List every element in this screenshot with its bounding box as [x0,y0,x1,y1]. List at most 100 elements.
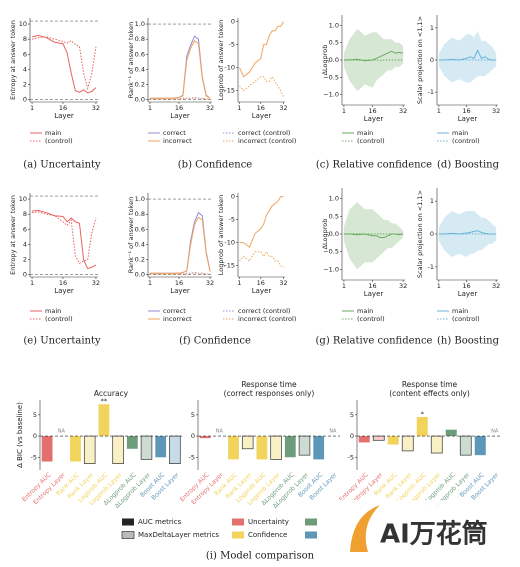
bar [298,435,311,456]
bar [313,436,325,460]
y-tick-label: 0 [191,432,195,440]
x-tick-label: 1 [30,279,34,287]
caption: (e) Uncertainty [23,336,101,347]
legend-swatch [232,518,244,526]
y-tick-label: 0.5 [329,39,339,47]
x-axis-label: Layer [170,287,190,295]
y-tick-label: 0 [23,96,27,104]
significance-label: ** [101,397,108,405]
legend-label: correct [163,129,186,137]
x-tick-label: 1 [437,282,441,290]
caption: (g) Relative confidence [316,336,433,347]
y-tick-label: 6 [23,225,27,233]
y-tick-label: 0 [231,193,235,201]
y-axis-label: Δ BIC (vs baseline) [16,402,24,468]
y-tick-label: −1.0 [323,265,339,273]
y-tick-label: 8 [23,210,27,218]
watermark: AI万花筒 [380,519,488,550]
x-tick-label: 1 [237,279,241,287]
x-tick-label: 32 [399,107,407,115]
series-line [149,271,211,275]
y-axis-label: Rank⁻¹ of answer token [127,22,135,98]
y-axis-label: Scalar projection on <1,1> [416,16,424,104]
legend-label: main [452,307,468,315]
y-tick-label: 1.0 [135,20,145,28]
y-tick-label: -1 [428,263,434,271]
y-tick-label: 0.4 [135,240,145,248]
legend-swatch [121,531,135,539]
bar [445,429,457,437]
y-tick-label: 1.0 [329,21,339,29]
y-tick-label: 5 [191,411,195,419]
y-tick-label: 0.8 [135,210,145,218]
y-tick-label: 10 [19,20,27,28]
watermark-logo [350,505,380,552]
y-tick-label: 0.6 [135,225,145,233]
legend-label: correct (control) [238,129,290,137]
legend-label: correct (control) [238,307,290,315]
y-tick-label: 1 [430,197,434,205]
series-line [31,209,97,270]
legend-label: main [357,129,373,137]
x-tick-label: 16 [462,282,470,290]
y-tick-label: 0.0 [329,230,339,238]
legend-label: (control) [452,137,480,145]
legend-label: main [357,307,373,315]
y-tick-label: −1.0 [323,91,339,99]
legend-swatch [305,531,317,539]
y-tick-label: 0.2 [135,81,145,89]
y-axis-label: Logprob of answer token [217,195,225,276]
legend-swatch [122,518,134,526]
y-tick-label: -5 [229,216,235,224]
value-label: NA [329,429,337,435]
y-tick-label: -5 [31,453,37,461]
x-tick-label: 32 [492,107,500,115]
bar [416,416,428,437]
y-axis-label: Scalar projection on <1,1> [416,190,424,278]
series-line [31,36,97,91]
series-line [149,216,211,274]
bar [401,435,414,452]
x-axis-label: Layer [170,112,190,120]
y-tick-label: 5 [33,411,37,419]
x-axis-label: Layer [458,290,478,298]
legend-label: (control) [45,137,73,145]
x-tick-label: 32 [492,282,500,290]
x-tick-label: 1 [342,107,346,115]
error-band [438,31,497,83]
caption: (f) Confidence [179,336,251,347]
bar [126,436,138,449]
legend-label: incorrect (control) [238,137,296,145]
legend-swatch [232,531,244,539]
y-tick-label: 4 [23,240,27,248]
legend-label: incorrect [163,137,192,145]
x-tick-label: 1 [148,104,152,112]
y-tick-label: 0 [23,271,27,279]
y-tick-label: 4 [23,65,27,73]
x-tick-label: 1 [237,104,241,112]
bar [140,435,153,460]
bar [459,435,472,456]
x-axis-label: Layer [364,115,384,123]
series-line [238,21,285,78]
legend-label: MaxDeltaLayer metrics [138,531,219,539]
y-tick-label: 0 [430,56,434,64]
y-axis-label: ΔLogprob [321,219,329,250]
bar [284,436,296,458]
series-line [343,59,404,61]
caption: (d) Boosting [437,160,500,171]
legend-label: main [452,129,468,137]
bar [358,436,370,443]
y-axis-label: ΔLogprob [321,45,329,76]
y-axis-label: Entropy at answer token [9,195,17,275]
y-tick-label: 6 [23,50,27,58]
series-line [149,97,211,100]
x-axis-label: Layer [54,287,74,295]
bar [387,436,399,445]
y-tick-label: −0.5 [323,73,339,81]
series-line [239,75,285,98]
y-tick-label: 0.0 [329,56,339,64]
bar [228,436,239,460]
x-tick-label: 16 [59,279,67,287]
